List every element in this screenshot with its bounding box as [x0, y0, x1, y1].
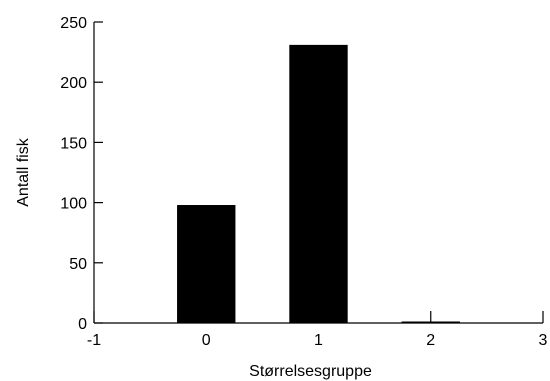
bar-1: [289, 44, 348, 323]
bars-group: [177, 44, 460, 323]
y-tick-label: 50: [69, 256, 87, 273]
y-axis-title: Antall fisk: [15, 137, 32, 206]
y-tick-label: 200: [60, 75, 87, 92]
x-axis-title: Størrelsesgruppe: [249, 363, 372, 380]
x-tick-label: 1: [314, 332, 323, 349]
x-tick-label: 0: [202, 332, 211, 349]
y-tick-label: 250: [60, 15, 87, 32]
y-tick-label: 150: [60, 135, 87, 152]
bar-0: [177, 205, 236, 323]
x-tick-label: -1: [87, 332, 101, 349]
x-tick-label: 2: [426, 332, 435, 349]
x-tick-label: 3: [539, 332, 548, 349]
y-tick-label: 0: [78, 316, 87, 333]
y-tick-label: 100: [60, 196, 87, 213]
